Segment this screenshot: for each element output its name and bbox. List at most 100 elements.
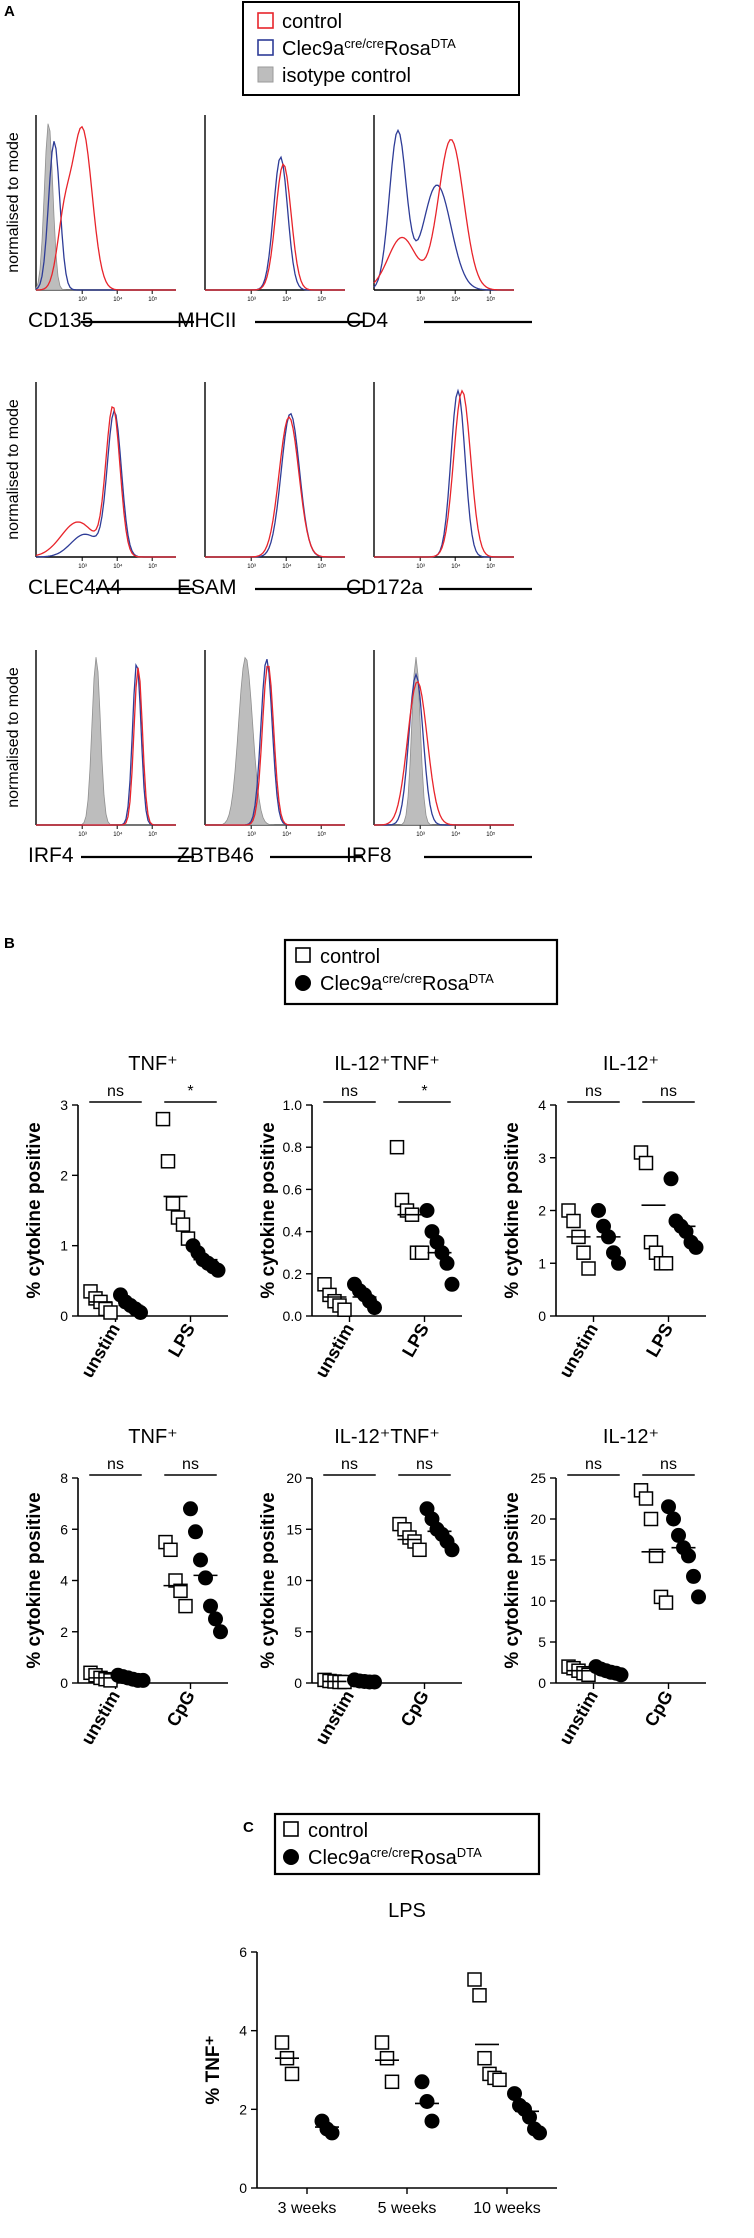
scatter-y-tick-label: 0.0 (283, 1308, 303, 1324)
scatter-y-tick-label: 2 (538, 1203, 546, 1219)
legend-a-isotype-label: isotype control (282, 65, 411, 87)
significance-label: ns (107, 1083, 124, 1100)
scatter-y-tick-label: 4 (239, 2023, 247, 2039)
control-point (566, 1213, 581, 1229)
legend-b-ko-base: Clec9a (320, 973, 383, 995)
histogram-tick-label: 10⁵ (317, 563, 327, 570)
scatter-y-tick-label: 25 (530, 1470, 546, 1486)
ko-point (611, 1255, 626, 1271)
histogram-marker-label: IRF8 (346, 844, 392, 867)
scatter-y-tick-label: 1 (538, 1255, 546, 1271)
histogram-y-label: normalised to mode (5, 399, 22, 540)
histogram-marker-label: CD135 (28, 309, 93, 332)
panel-letter-b: B (4, 935, 15, 952)
ko-point (419, 2094, 435, 2109)
ko-point (183, 1501, 198, 1517)
histogram-control-curve (205, 162, 345, 291)
scatter-x-tick-label: unstim (311, 1687, 358, 1748)
legend-b-ko-sup2: DTA (469, 971, 494, 986)
ko-point (198, 1570, 213, 1586)
scatter-y-tick-label: 2 (239, 2101, 247, 2117)
ko-point (681, 1548, 696, 1564)
histogram-tick-label: 10⁴ (451, 296, 461, 303)
legend-c-control-marker (283, 1821, 299, 1837)
scatter-b-il12: IL-12⁺ 0 1 2 3 4 % cytokine positive unstim ns LP… (502, 1053, 706, 1381)
histogram-tick-label: 10³ (247, 297, 256, 303)
histogram-control-curve (205, 665, 345, 826)
scatter-title: LPS (388, 1900, 426, 1922)
ko-point (663, 1171, 679, 1187)
histogram-tick-label: 10³ (247, 564, 256, 570)
legend-c-ko-base: Clec9a (308, 1847, 371, 1869)
legend-a-frame (242, 1, 520, 96)
histogram-tick-label: 10⁵ (486, 831, 496, 838)
histogram-tick-label: 10⁵ (148, 563, 158, 570)
scatter-y-tick-label: 0.6 (283, 1181, 303, 1197)
legend-b-control-marker (295, 947, 311, 963)
histogram-ko-curve (373, 128, 514, 291)
significance-label: ns (416, 1456, 433, 1473)
scatter-x-tick-label: CpG (641, 1687, 677, 1730)
histogram-y-label: normalised to mode (5, 667, 22, 808)
scatter-y-tick-label: 5 (538, 1634, 546, 1650)
histogram-irf8: 10³ 10⁴ 10⁵ IRF8 (346, 650, 532, 867)
control-point (284, 2066, 300, 2082)
control-point (472, 1988, 487, 2003)
histogram-ko-curve (205, 412, 345, 558)
scatter-x-tick-label: CpG (163, 1687, 199, 1730)
scatter-y-tick-label: 0 (538, 1308, 546, 1324)
histogram-esam: 10³ 10⁴ 10⁵ ESAM (177, 382, 363, 599)
legend-a-ko-mid: Rosa (384, 38, 432, 60)
scatter-y-label: % cytokine positive (258, 1492, 279, 1668)
legend-a-isotype-swatch (257, 66, 274, 83)
histogram-clec4a4: 10³ 10⁴ 10⁵ CLEC4A4 normalised to mode (5, 382, 194, 599)
ko-point (688, 1239, 704, 1255)
histogram-cd135: 10³ 10⁴ 10⁵ CD135 normalised to mode (5, 115, 194, 332)
ko-point (188, 1524, 203, 1540)
control-point (173, 1583, 188, 1599)
scatter-y-tick-label: 0 (294, 1675, 302, 1691)
scatter-y-tick-label: 0.8 (283, 1139, 303, 1155)
histogram-zbtb46: 10³ 10⁴ 10⁵ ZBTB46 (177, 650, 363, 867)
scatter-y-tick-label: 6 (60, 1521, 68, 1537)
histogram-marker-label: IRF4 (28, 844, 74, 867)
histogram-isotype-curve (36, 657, 176, 826)
scatter-x-tick-label: CpG (397, 1687, 433, 1730)
scatter-y-label: % TNF⁺ (203, 2035, 224, 2104)
ko-point (666, 1511, 681, 1527)
ko-point (367, 1300, 382, 1316)
ko-point (439, 1255, 455, 1271)
histogram-tick-label: 10³ (247, 832, 256, 838)
histogram-tick-label: 10⁵ (486, 296, 496, 303)
histogram-tick-label: 10⁵ (486, 563, 496, 570)
histogram-tick-label: 10⁴ (282, 831, 292, 838)
scatter-y-tick-label: 10 (286, 1573, 302, 1589)
ko-point (424, 2113, 440, 2129)
significance-label: ns (341, 1456, 358, 1473)
scatter-y-tick-label: 20 (286, 1470, 302, 1486)
scatter-title: IL-12⁺TNF⁺ (334, 1426, 440, 1448)
ko-point (213, 1624, 228, 1640)
histogram-tick-label: 10³ (78, 297, 87, 303)
histogram-control-curve (205, 415, 345, 558)
significance-label: ns (107, 1456, 124, 1473)
ko-point (661, 1499, 676, 1515)
control-point (274, 2035, 290, 2050)
ko-point (210, 1262, 226, 1278)
legend-b-ko-mid: Rosa (422, 973, 470, 995)
histogram-marker-label: MHCII (177, 309, 237, 332)
ko-point (613, 1667, 629, 1683)
scatter-x-tick-label: 5 weeks (378, 2200, 437, 2217)
scatter-y-tick-label: 0 (60, 1675, 68, 1691)
control-point (374, 2035, 390, 2050)
scatter-y-tick-label: 15 (530, 1552, 546, 1568)
histogram-tick-label: 10³ (416, 297, 425, 303)
ko-point (522, 2109, 537, 2125)
scatter-y-tick-label: 5 (294, 1624, 302, 1640)
histogram-cd4: 10³ 10⁴ 10⁵ CD4 (346, 115, 532, 332)
scatter-title: IL-12⁺ (603, 1426, 659, 1448)
scatter-y-tick-label: 1.0 (283, 1097, 303, 1113)
legend-c-ko-sup2: DTA (457, 1845, 482, 1860)
